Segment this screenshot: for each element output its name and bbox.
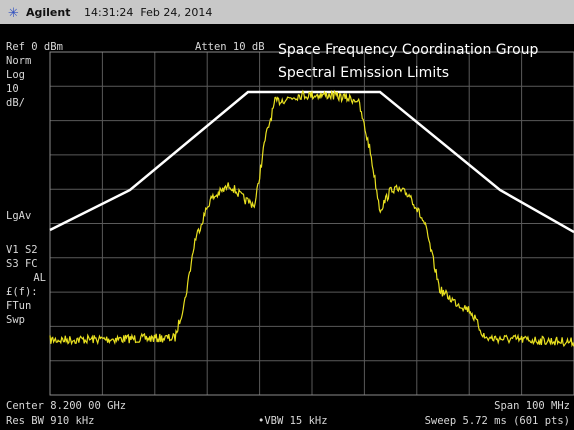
side-labels: Norm Log 10 dB/LgAv V1 S2 S3 FC AL £(f): FTun Swp (6, 55, 46, 326)
side-label: Log (6, 69, 25, 81)
title-bar (0, 0, 574, 24)
video-bandwidth: •VBW 15 kHz (258, 415, 328, 427)
side-label: dB/ (6, 97, 25, 109)
emission-mask (49, 90, 574, 234)
overlay-title: Space Frequency Coordination Group (278, 42, 539, 58)
side-label: S3 FC (6, 258, 38, 270)
center-frequency: Center 8.200 00 GHz (6, 400, 126, 412)
logo: ✳ (8, 6, 19, 21)
side-label: FTun (6, 300, 31, 312)
side-label: V1 S2 (6, 244, 38, 256)
overlay-subtitle: Spectral Emission Limits (278, 65, 449, 81)
sweep: Sweep 5.72 ms (601 pts) (425, 415, 570, 427)
resolution-bandwidth: Res BW 910 kHz (6, 415, 95, 427)
spectrum-trace (49, 89, 574, 348)
side-label: Norm (6, 55, 31, 67)
side-label: AL (33, 272, 46, 284)
side-label: LgAv (6, 210, 31, 222)
brand: Agilent (26, 6, 70, 19)
side-label: 10 (6, 83, 19, 95)
graticule-frame (49, 51, 574, 396)
reference-level: Ref 0 dBm (6, 41, 63, 53)
attenuation: Atten 10 dB (195, 41, 265, 53)
side-label: £(f): (6, 286, 38, 298)
side-label: Swp (6, 314, 25, 326)
datetime: 14:31:24 Feb 24, 2014 (84, 6, 212, 19)
span: Span 100 MHz (494, 400, 570, 412)
